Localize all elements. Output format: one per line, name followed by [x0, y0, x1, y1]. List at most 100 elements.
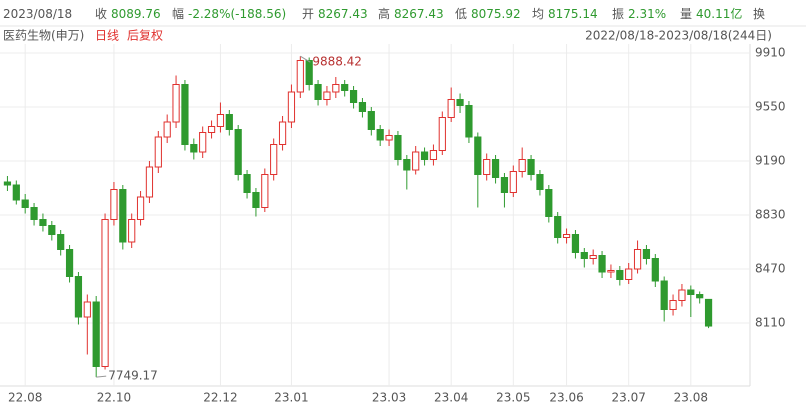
- header-label: 振: [612, 7, 624, 21]
- candle-body: [660, 280, 668, 310]
- y-tick-label: 8470: [755, 262, 786, 276]
- index-name: 医药生物(申万): [3, 29, 84, 43]
- header-label: 低: [455, 7, 467, 21]
- candle-body: [412, 151, 420, 171]
- date-range: 2022/08/18-2023/08/18(244日): [585, 29, 772, 43]
- candle-body: [376, 129, 384, 141]
- candle-body: [207, 126, 216, 133]
- header-item: 2023/08/18: [3, 7, 72, 21]
- candle-body: [642, 249, 651, 259]
- header-label: 开: [302, 7, 314, 21]
- header-value: 8089.76: [111, 7, 161, 21]
- candle-body: [234, 129, 242, 175]
- candle-body: [527, 159, 535, 175]
- candle-body: [261, 174, 269, 208]
- x-tick-label: 23.07: [612, 391, 646, 405]
- candle-body: [554, 216, 562, 238]
- candle-body: [101, 219, 109, 367]
- candle-body: [199, 132, 207, 153]
- candle-body: [704, 298, 713, 327]
- y-tick-label: 9190: [755, 154, 786, 168]
- candle-body: [74, 276, 83, 318]
- y-tick-label: 9910: [755, 46, 786, 60]
- candle-body: [154, 136, 162, 168]
- header-item: 收 8089.76: [95, 7, 161, 21]
- candle-body: [651, 258, 659, 282]
- candle-body: [48, 225, 56, 235]
- candle-body: [39, 219, 47, 226]
- y-tick-label: 8830: [755, 208, 786, 222]
- min-pointer: [96, 375, 107, 378]
- candle-body: [172, 84, 180, 123]
- x-tick-label: 23.01: [274, 391, 308, 405]
- y-tick-label: 8110: [755, 316, 786, 330]
- x-tick-label: 22.10: [97, 391, 131, 405]
- candle-body: [270, 144, 278, 175]
- header-value: 8075.92: [471, 7, 521, 21]
- header-value: 8267.43: [394, 7, 444, 21]
- candle-body: [367, 111, 375, 130]
- header-label: 收: [95, 7, 107, 21]
- candle-body: [358, 102, 367, 112]
- candle-body: [385, 135, 393, 141]
- candle-body: [83, 301, 91, 318]
- header-value: 8267.43: [318, 7, 368, 21]
- candle-body: [314, 84, 322, 100]
- candle-body: [341, 84, 349, 91]
- candle-body: [394, 135, 402, 160]
- candle-body: [3, 181, 12, 186]
- candle-body: [589, 255, 597, 259]
- header-value: 2.31%: [628, 7, 666, 21]
- candle-body: [252, 192, 260, 208]
- candle-body: [225, 114, 233, 130]
- header-item: 幅 -2.28%(-188.56): [172, 6, 286, 21]
- y-tick-label: 9550: [755, 100, 786, 114]
- candle-body: [678, 289, 686, 301]
- candle-body: [571, 234, 580, 253]
- x-tick-label: 23.06: [549, 391, 583, 405]
- candle-body: [474, 136, 482, 175]
- candle-body: [403, 159, 411, 171]
- candle-body: [128, 219, 136, 243]
- candle-body: [536, 174, 544, 190]
- candle-body: [296, 60, 304, 93]
- candle-body: [243, 174, 251, 193]
- x-tick-label: 22.08: [8, 391, 42, 405]
- candle-body: [491, 159, 500, 178]
- header-value: -2.28%(-188.56): [188, 7, 286, 21]
- candle-body: [456, 99, 464, 106]
- candle-body: [287, 91, 296, 123]
- candle-body: [30, 207, 38, 220]
- header-value: 8175.14: [548, 7, 598, 21]
- candle-body: [65, 249, 74, 277]
- candle-body: [687, 289, 695, 295]
- candle-body: [598, 255, 606, 273]
- candle-body: [509, 171, 517, 193]
- x-tick-label: 23.03: [372, 391, 406, 405]
- candle-body: [349, 90, 358, 103]
- candle-body: [305, 60, 313, 85]
- header-label: 均: [532, 7, 544, 21]
- candle-body: [669, 300, 677, 310]
- candle-body: [607, 270, 615, 273]
- header-item: 开 8267.43: [302, 7, 368, 21]
- candle-body: [216, 114, 225, 127]
- candle-body: [518, 159, 526, 172]
- candle-body: [633, 249, 642, 270]
- candle-body: [545, 189, 553, 217]
- adjust: 后复权: [127, 29, 163, 43]
- x-tick-label: 23.08: [674, 391, 708, 405]
- candle-body: [145, 166, 154, 198]
- max-pointer: [300, 55, 311, 63]
- x-tick-label: 23.04: [434, 391, 468, 405]
- candle-body: [447, 99, 455, 118]
- x-tick-label: 22.12: [203, 391, 237, 405]
- header-value: 40.11亿: [696, 6, 742, 21]
- header-item: 振 2.31%: [612, 7, 666, 21]
- period: 日线: [95, 29, 119, 43]
- candle-body: [163, 121, 171, 138]
- candle-body: [625, 268, 633, 280]
- header-item: 量 40.11亿: [680, 6, 742, 21]
- candle-body: [332, 84, 340, 93]
